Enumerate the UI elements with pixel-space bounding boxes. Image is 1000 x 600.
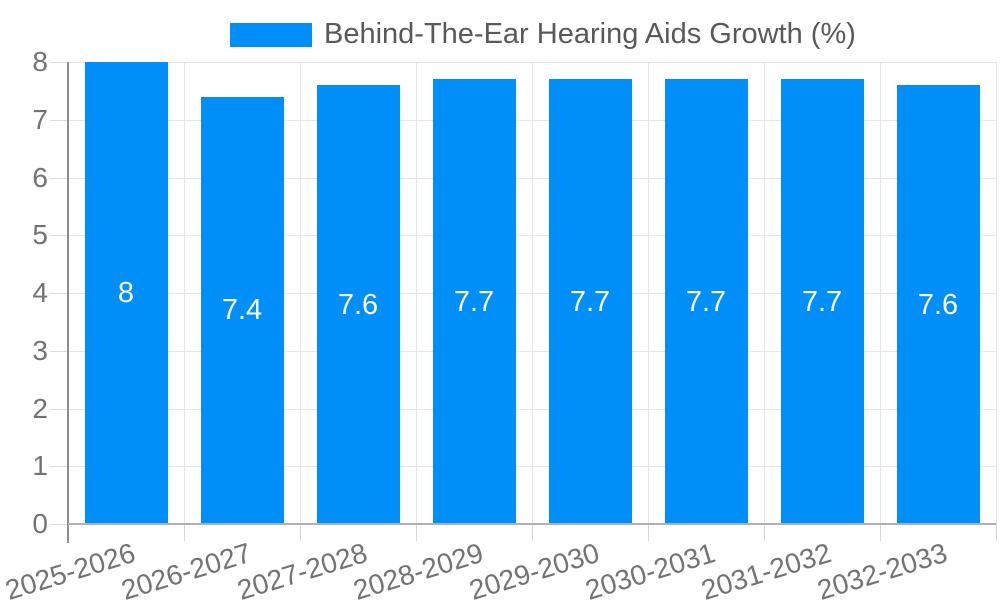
x-tick-mark bbox=[416, 524, 417, 541]
v-gridline bbox=[764, 62, 765, 524]
x-tick-mark bbox=[880, 524, 881, 541]
x-axis-line bbox=[68, 523, 996, 525]
v-gridline bbox=[532, 62, 533, 524]
bar-value-label: 7.7 bbox=[453, 285, 495, 318]
bar-value-label: 7.7 bbox=[801, 285, 843, 318]
v-gridline bbox=[416, 62, 417, 524]
y-tick-label: 8 bbox=[32, 46, 48, 77]
y-tick-label: 1 bbox=[32, 450, 48, 482]
y-tick-label: 4 bbox=[32, 277, 48, 308]
y-tick-label: 5 bbox=[32, 219, 48, 251]
x-tick-mark bbox=[996, 524, 997, 541]
y-tick-mark bbox=[50, 177, 68, 179]
bar bbox=[896, 85, 980, 524]
bar bbox=[548, 79, 632, 524]
x-tick-mark bbox=[300, 524, 301, 541]
y-tick-label: 0 bbox=[32, 508, 48, 539]
y-tick-mark bbox=[50, 408, 68, 410]
x-tick-mark bbox=[532, 524, 533, 541]
v-gridline bbox=[184, 62, 185, 524]
y-tick-label: 6 bbox=[32, 161, 48, 193]
bar-value-label: 7.6 bbox=[337, 288, 379, 321]
v-gridline bbox=[300, 62, 301, 524]
bar-value-label: 7.7 bbox=[685, 285, 727, 318]
y-tick-mark bbox=[50, 466, 68, 468]
y-axis-line bbox=[67, 62, 69, 543]
legend: Behind-The-Ear Hearing Aids Growth (%) bbox=[230, 18, 856, 51]
x-tick-mark bbox=[648, 524, 649, 541]
y-tick-mark bbox=[50, 524, 68, 525]
y-tick-mark bbox=[50, 293, 68, 294]
y-tick-label: 3 bbox=[32, 334, 48, 366]
y-tick-label: 2 bbox=[32, 392, 48, 424]
v-gridline bbox=[996, 62, 997, 524]
y-tick-mark bbox=[50, 350, 68, 352]
v-gridline bbox=[880, 62, 881, 524]
y-tick-mark bbox=[50, 235, 68, 237]
y-tick-mark bbox=[50, 119, 68, 121]
y-tick-label: 7 bbox=[32, 103, 48, 135]
v-gridline bbox=[648, 62, 649, 524]
bar-value-label: 7.4 bbox=[221, 294, 263, 327]
bar bbox=[200, 96, 284, 524]
x-tick-mark bbox=[764, 524, 765, 541]
bar-value-label: 8 bbox=[117, 277, 135, 309]
bar bbox=[316, 85, 400, 524]
y-tick-mark bbox=[50, 62, 68, 63]
x-tick-mark bbox=[184, 524, 185, 541]
bar bbox=[432, 79, 516, 524]
legend-swatch bbox=[230, 22, 312, 47]
bar bbox=[664, 79, 748, 524]
bar-value-label: 7.7 bbox=[569, 285, 611, 318]
bar-value-label: 7.6 bbox=[917, 288, 959, 321]
bar bbox=[780, 79, 864, 524]
legend-label: Behind-The-Ear Hearing Aids Growth (%) bbox=[324, 18, 856, 50]
bar bbox=[84, 62, 168, 524]
